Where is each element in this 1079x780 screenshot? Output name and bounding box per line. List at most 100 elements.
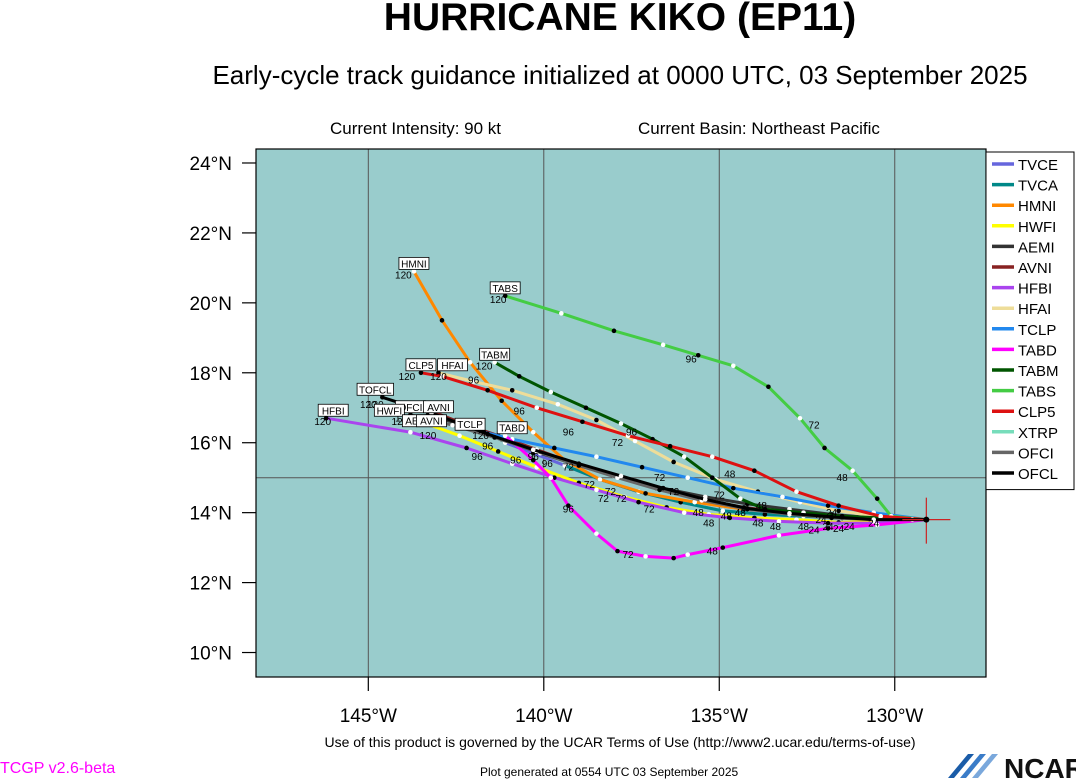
x-tick-label: 130°W — [866, 706, 923, 727]
end-label-box — [317, 403, 349, 417]
track-point-tabd — [594, 531, 599, 536]
y-tick-label: 16°N — [190, 434, 232, 455]
hour-label: 120 — [420, 431, 437, 442]
track-point-hmni — [530, 429, 536, 435]
end-label-box — [496, 421, 528, 435]
track-point-tabm — [709, 475, 715, 480]
legend-label-tabs: TABS — [1018, 384, 1056, 401]
track-point-tabs — [766, 384, 771, 390]
end-label-text: HWFI — [377, 406, 403, 417]
track-point-tabs — [660, 342, 666, 348]
track-point-tabd — [502, 433, 508, 439]
track-point-hfai — [836, 508, 841, 514]
track-tabm — [493, 360, 927, 522]
track-point-clp5 — [794, 489, 799, 494]
map-background — [255, 148, 987, 678]
hour-label: 48 — [837, 473, 849, 484]
hour-label: 120 — [395, 270, 412, 281]
hour-label: 96 — [514, 407, 526, 418]
track-point-tclp — [639, 464, 645, 470]
track-point-ofcl — [745, 506, 750, 511]
hour-label: 48 — [707, 547, 719, 558]
hour-label: 48 — [703, 519, 715, 530]
track-point-ofcl — [485, 431, 490, 437]
track-point-clp5 — [534, 405, 540, 411]
track-point-clp5 — [418, 370, 424, 376]
chart-title: HURRICANE KIKO (EP11) — [383, 0, 857, 39]
track-point-tvca — [562, 463, 568, 468]
hour-label: 120 — [430, 372, 447, 383]
track-point-tabd — [720, 545, 726, 550]
hour-label: 24 — [826, 508, 838, 519]
hour-label: 120 — [472, 431, 489, 442]
hour-label: 120 — [490, 295, 507, 306]
track-point-ofcl — [660, 485, 666, 491]
end-label-text: HMNI — [401, 259, 427, 270]
track-point-hfbi — [681, 510, 687, 515]
end-label-box — [373, 403, 405, 417]
hour-label: 72 — [668, 487, 680, 498]
track-point-tclp — [825, 503, 831, 508]
hour-label: 72 — [598, 494, 610, 505]
hour-label: 96 — [686, 354, 698, 365]
hour-label: 48 — [798, 522, 810, 533]
hour-label: 72 — [615, 494, 627, 505]
legend-label-aemi: AEMI — [1018, 239, 1055, 256]
legend-label-tclp: TCLP — [1018, 322, 1056, 339]
track-point-hmni — [467, 359, 473, 365]
track-point-tclp — [685, 475, 690, 480]
end-label-text: AVNI — [427, 403, 450, 414]
track-point-hwfi — [457, 433, 462, 439]
hour-label: 120 — [314, 417, 331, 428]
end-label-text: TABD — [499, 424, 525, 435]
version-label: TCGP v2.6-beta — [0, 760, 116, 777]
track-point-hmni — [597, 477, 603, 482]
track-point-tclp — [780, 494, 785, 500]
legend-label-xtrp: XTRP — [1018, 425, 1058, 442]
track-point-clp5 — [625, 433, 631, 439]
track-point-ofcl — [380, 394, 385, 400]
hour-label: 48 — [770, 522, 782, 533]
track-point-tabm — [618, 421, 624, 426]
end-label-text: HFBI — [322, 406, 345, 417]
legend-label-hfbi: HFBI — [1018, 281, 1052, 298]
track-point-tabd — [874, 522, 880, 528]
track-point-hfbi — [594, 487, 599, 493]
end-label-box — [479, 347, 511, 361]
track-point-clp5 — [667, 443, 673, 449]
legend-label-avni: AVNI — [1018, 260, 1052, 277]
hour-label: 96 — [472, 452, 484, 463]
track-point-tabm — [492, 359, 497, 365]
track-point-tabd — [776, 533, 782, 538]
legend-label-tvca: TVCA — [1018, 178, 1058, 195]
legend: TVCE TVCA HMNI HWFI AEMI AVNI HFBI HFAI TCLP TABD… — [985, 151, 1075, 491]
track-point-hfbi — [509, 461, 515, 467]
track-point-clp5 — [485, 387, 490, 393]
hour-label: 96 — [482, 442, 494, 453]
end-label-box — [405, 358, 437, 372]
end-label-box — [423, 400, 454, 414]
x-axis: 145°W 140°W 135°W 130°W — [340, 677, 923, 727]
hour-label: 72 — [622, 550, 634, 561]
hour-label: 48 — [721, 512, 733, 523]
track-point-tabs — [502, 293, 508, 299]
current-basin: Current Basin: Northeast Pacific — [638, 119, 880, 138]
hour-label: 72 — [654, 473, 666, 484]
track-point-hfbi — [636, 499, 641, 505]
track-point-hfbi — [776, 519, 782, 524]
track-point-tabd — [615, 548, 620, 554]
track-point-hfai — [509, 387, 515, 393]
track-point-tabm — [516, 373, 522, 379]
end-label-text: TABS — [492, 284, 518, 295]
hour-label: 24 — [823, 522, 835, 533]
legend-label-clp5: CLP5 — [1018, 404, 1056, 421]
hour-label: 96 — [528, 452, 540, 463]
hour-label: 96 — [563, 505, 575, 516]
ncar-logo-text: NCAR — [1004, 753, 1076, 780]
ncar-logo-mark — [948, 754, 998, 778]
legend-label-tabm: TABM — [1018, 363, 1059, 380]
track-point-tabd — [685, 552, 690, 557]
track-point-tclp — [731, 485, 736, 491]
hour-label: 72 — [584, 480, 596, 491]
hour-label: 72 — [714, 491, 726, 502]
